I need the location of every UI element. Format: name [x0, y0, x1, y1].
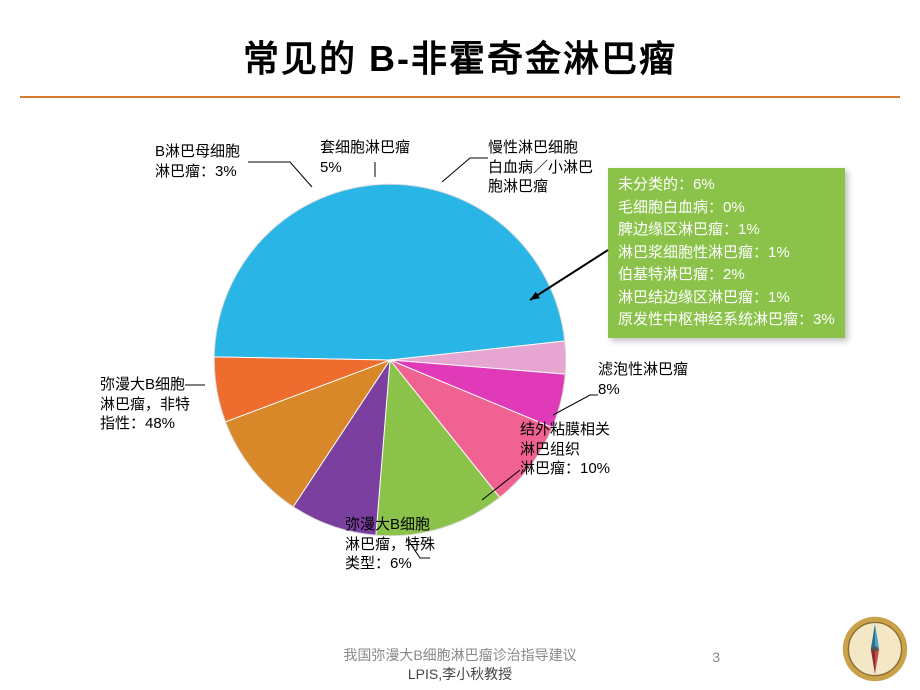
chart-area: 弥漫大B细胞 淋巴瘤，非特 指性：48% B淋巴母细胞 淋巴瘤：3% 套细胞淋巴瘤 …	[0, 110, 920, 630]
compass-icon	[840, 614, 910, 684]
pie-chart	[200, 170, 580, 550]
callout-line: 原发性中枢神经系统淋巴瘤：3%	[618, 309, 835, 332]
page-title: 常见的 B-非霍奇金淋巴瘤	[0, 30, 920, 82]
callout-line: 淋巴结边缘区淋巴瘤：1%	[618, 287, 835, 310]
pie-label: 套细胞淋巴瘤 5%	[320, 138, 410, 177]
pie-label: 弥漫大B细胞 淋巴瘤，非特 指性：48%	[100, 375, 190, 434]
pie-label: 弥漫大B细胞 淋巴瘤，特殊 类型：6%	[345, 515, 435, 574]
callout-line: 未分类的：6%	[618, 174, 835, 197]
pie-label: B淋巴母细胞 淋巴瘤：3%	[155, 142, 240, 181]
pie-label: 结外粘膜相关 淋巴组织 淋巴瘤：10%	[520, 420, 610, 479]
pie-label: 慢性淋巴细胞 白血病／小淋巴 胞淋巴瘤	[488, 138, 593, 197]
pie-label: 滤泡性淋巴瘤 8%	[598, 360, 688, 399]
footer: 我国弥漫大B细胞淋巴瘤诊治指导建议 3	[0, 645, 920, 665]
callout-line: 脾边缘区淋巴瘤：1%	[618, 219, 835, 242]
callout-line: 伯基特淋巴瘤：2%	[618, 264, 835, 287]
callout-line: 淋巴浆细胞性淋巴瘤：1%	[618, 242, 835, 265]
page-number: 3	[712, 649, 720, 665]
title-rule	[20, 96, 900, 98]
callout-line: 毛细胞白血病：0%	[618, 197, 835, 220]
footer-caption: 我国弥漫大B细胞淋巴瘤诊治指导建议	[343, 647, 576, 663]
unclassified-callout: 未分类的：6%毛细胞白血病：0%脾边缘区淋巴瘤：1%淋巴浆细胞性淋巴瘤：1%伯基…	[608, 168, 845, 338]
footer-credit: LPIS,李小秋教授	[0, 664, 920, 684]
